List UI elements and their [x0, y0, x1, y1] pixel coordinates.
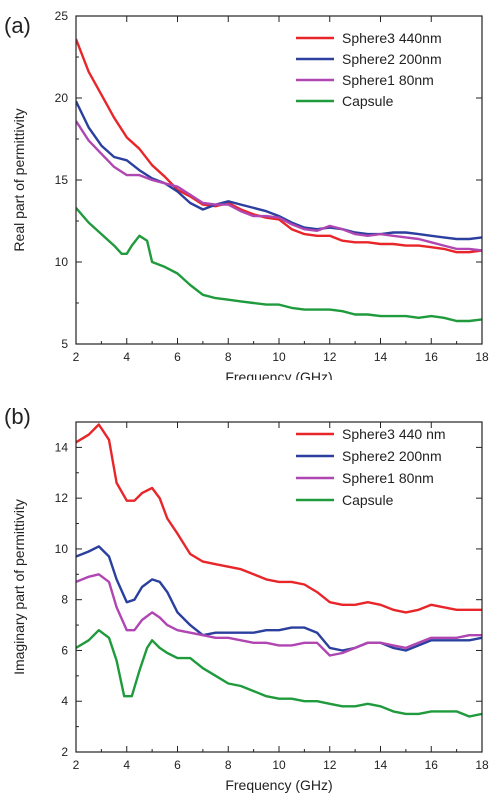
legend-label-2: Sphere1 80nm — [342, 72, 434, 88]
x-tick-label: 10 — [272, 758, 286, 772]
x-tick-label: 4 — [123, 758, 130, 772]
y-tick-label: 6 — [61, 643, 68, 657]
x-axis-label: Frequency (GHz) — [225, 777, 332, 793]
x-tick-label: 12 — [323, 758, 337, 772]
x-axis-label: Frequency (GHz) — [225, 369, 332, 380]
x-tick-label: 6 — [174, 758, 181, 772]
y-tick-label: 15 — [55, 173, 69, 187]
y-axis-label: Real part of permittivity — [11, 108, 27, 251]
y-tick-label: 2 — [61, 745, 68, 759]
legend-label-1: Sphere2 200nm — [342, 51, 442, 67]
series-line-1 — [76, 545, 482, 652]
series-line-0 — [76, 38, 482, 254]
x-tick-label: 12 — [323, 350, 337, 364]
x-tick-label: 18 — [475, 350, 489, 364]
x-tick-label: 18 — [475, 758, 489, 772]
series-line-1 — [76, 100, 482, 241]
y-tick-label: 4 — [61, 694, 68, 708]
x-tick-label: 8 — [225, 350, 232, 364]
panel-label: (b) — [4, 404, 31, 429]
legend-label-3: Capsule — [342, 93, 394, 109]
y-tick-label: 10 — [55, 255, 69, 269]
y-tick-label: 12 — [55, 491, 69, 505]
legend-label-2: Sphere1 80nm — [342, 470, 434, 486]
y-tick-label: 5 — [61, 337, 68, 351]
x-tick-label: 14 — [374, 350, 388, 364]
y-tick-label: 10 — [55, 542, 69, 556]
y-axis-label: Imaginary part of permittivity — [11, 499, 27, 675]
series-line-3 — [76, 628, 482, 718]
y-tick-label: 25 — [55, 9, 69, 23]
x-tick-label: 4 — [123, 350, 130, 364]
x-tick-label: 10 — [272, 350, 286, 364]
panel-label: (a) — [4, 13, 31, 38]
series-line-0 — [76, 423, 482, 614]
legend-label-3: Capsule — [342, 492, 394, 508]
x-tick-label: 2 — [73, 350, 80, 364]
x-tick-label: 2 — [73, 758, 80, 772]
y-tick-label: 8 — [61, 593, 68, 607]
legend-label-0: Sphere3 440nm — [342, 30, 442, 46]
series-group — [76, 423, 482, 718]
chart-a: (a) 2 4 6 8 10 12 14 16 18 5 10 15 20 25 Frequency (GHz… — [4, 9, 489, 380]
x-tick-label: 16 — [425, 350, 439, 364]
y-tick-label: 20 — [55, 91, 69, 105]
series-line-3 — [76, 207, 482, 323]
series-line-2 — [76, 120, 482, 252]
y-tick-label: 14 — [55, 440, 69, 454]
x-tick-label: 8 — [225, 758, 232, 772]
legend-label-1: Sphere2 200nm — [342, 448, 442, 464]
chart-b: (b) 2 4 6 8 10 12 14 16 18 2 4 6 8 10 12 14 Frequency (GH… — [4, 404, 489, 793]
legend-label-0: Sphere3 440 nm — [342, 426, 446, 442]
series-line-2 — [76, 573, 482, 657]
series-group — [76, 38, 482, 323]
x-tick-label: 6 — [174, 350, 181, 364]
x-tick-label: 14 — [374, 758, 388, 772]
x-tick-label: 16 — [425, 758, 439, 772]
